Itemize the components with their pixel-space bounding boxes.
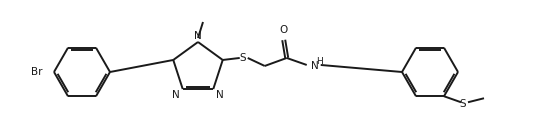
Text: N: N	[194, 31, 202, 41]
Text: Br: Br	[30, 67, 42, 77]
Text: S: S	[460, 99, 466, 109]
Text: N: N	[216, 90, 224, 100]
Text: H: H	[316, 57, 322, 66]
Text: N: N	[172, 90, 180, 100]
Text: N: N	[311, 61, 319, 71]
Text: O: O	[280, 25, 288, 35]
Text: S: S	[240, 53, 246, 63]
